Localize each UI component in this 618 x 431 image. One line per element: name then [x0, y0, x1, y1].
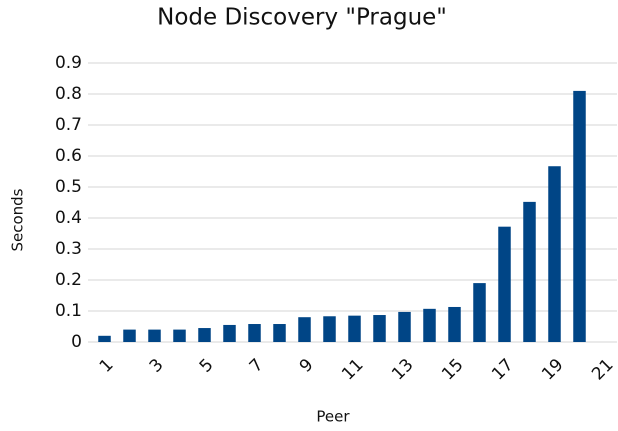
x-tick-label: 7: [246, 355, 268, 377]
bar: [348, 315, 361, 342]
x-tick-label: 9: [296, 355, 318, 377]
bar: [148, 329, 161, 342]
bar: [198, 328, 211, 342]
y-tick-label: 0.9: [55, 53, 82, 73]
y-tick-label: 0.1: [55, 301, 82, 321]
x-tick-label: 11: [338, 355, 367, 384]
bar: [498, 226, 511, 342]
x-tick-label: 15: [438, 355, 467, 384]
y-tick-label: 0.2: [55, 270, 82, 290]
y-tick-label: 0.7: [55, 115, 82, 135]
bar: [523, 201, 536, 342]
y-axis-title: Seconds: [9, 188, 27, 251]
bar: [473, 283, 486, 342]
bar: [323, 316, 336, 342]
x-tick-label: 19: [538, 355, 567, 384]
bar: [223, 324, 236, 342]
bar: [248, 324, 261, 342]
bar: [298, 317, 311, 342]
bar: [573, 90, 586, 343]
bar: [423, 308, 436, 342]
x-axis-title: Peer: [316, 408, 350, 426]
y-tick-label: 0: [71, 332, 82, 352]
bar: [548, 166, 561, 342]
x-tick-label: 21: [588, 355, 617, 384]
bar: [448, 306, 461, 342]
y-tick-label: 0.3: [55, 239, 82, 259]
x-tick-label: 17: [488, 355, 517, 384]
bar: [398, 311, 411, 342]
bar: [273, 324, 286, 342]
x-tick-label: 5: [196, 355, 218, 377]
bar: [123, 329, 136, 342]
bar: [98, 335, 111, 342]
x-tick-label: 1: [96, 355, 118, 377]
chart-title: Node Discovery "Prague": [157, 5, 447, 31]
bar: [173, 329, 186, 342]
y-tick-label: 0.8: [55, 84, 82, 104]
x-tick-label: 3: [146, 355, 168, 377]
y-tick-label: 0.5: [55, 177, 82, 197]
y-tick-label: 0.4: [55, 208, 82, 228]
y-tick-label: 0.6: [55, 146, 82, 166]
bar: [373, 315, 386, 342]
x-tick-label: 13: [388, 355, 417, 384]
